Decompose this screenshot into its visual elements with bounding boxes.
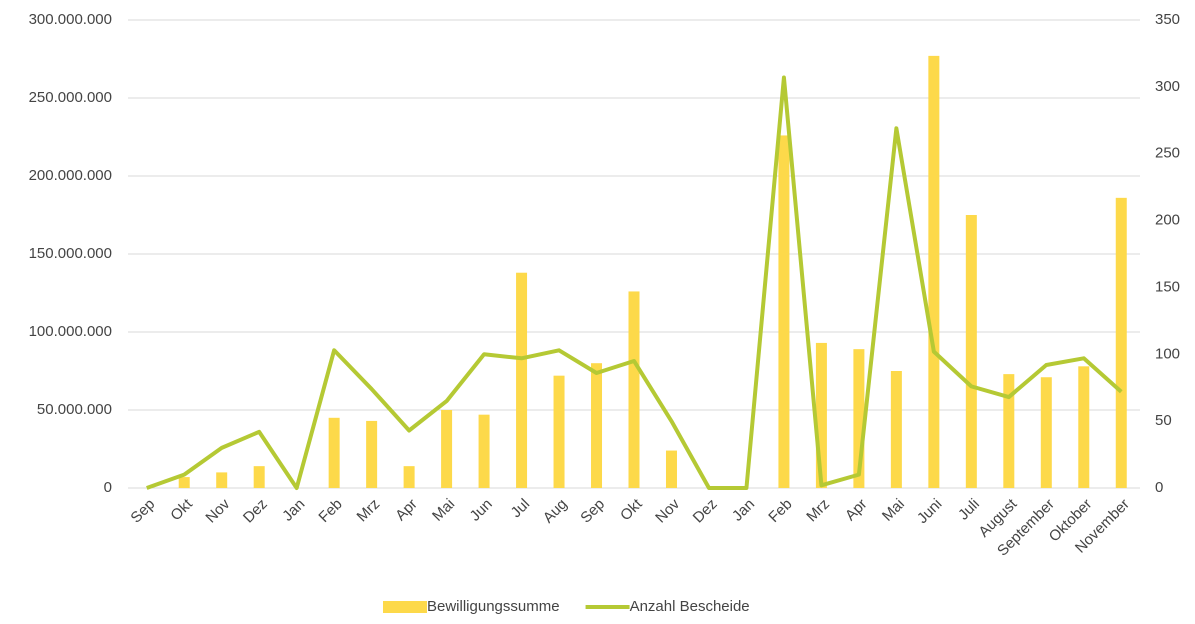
bar [553,375,565,488]
y2-tick-label: 300 [1155,78,1180,95]
y2-tick-label: 350 [1155,11,1180,28]
legend-swatch [383,601,427,613]
x-tick-label: Sep [127,496,158,527]
bar [216,472,228,488]
bar [178,477,190,488]
bar [478,414,490,488]
bar [328,417,340,488]
y-tick-label: 0 [104,479,112,496]
bar [778,135,790,488]
y-tick-label: 100.000.000 [29,323,112,340]
y2-tick-label: 0 [1155,479,1163,496]
bar [403,466,415,488]
y2-tick-label: 50 [1155,412,1172,429]
y-tick-label: 250.000.000 [29,89,112,106]
x-tick-label: Jan [279,496,308,525]
y2-tick-label: 150 [1155,278,1180,295]
x-tick-label: Juni [914,496,945,527]
y-tick-label: 50.000.000 [37,401,112,418]
bar [628,291,640,488]
x-tick-label: Jan [729,496,758,525]
y2-tick-label: 200 [1155,212,1180,229]
bar [853,349,865,488]
y-tick-label: 200.000.000 [29,167,112,184]
bar [1115,197,1127,488]
bar [665,450,677,488]
bar [1078,366,1090,488]
bar [591,363,603,488]
x-tick-label: Sep [577,496,608,527]
x-tick-label: Juli [955,496,983,524]
x-tick-label: Apr [392,496,421,525]
y-tick-label: 300.000.000 [29,11,112,28]
x-tick-label: Aug [540,496,571,527]
x-tick-label: Mrz [354,496,384,526]
bar [928,55,940,488]
x-tick-label: Feb [765,496,795,526]
x-tick-label: Mai [879,496,908,525]
x-tick-label: Jul [508,496,534,522]
bar [441,410,453,488]
x-tick-label: Mai [429,496,458,525]
x-tick-label: Feb [315,496,345,526]
x-tick-label: Nov [202,495,233,526]
y2-tick-label: 250 [1155,145,1180,162]
bar [815,342,827,488]
bar [1040,377,1052,488]
y-tick-label: 150.000.000 [29,245,112,262]
bar [1003,374,1015,488]
x-tick-label: Jun [467,496,496,525]
bar [890,371,902,488]
bar [965,215,977,488]
line [146,75,1123,490]
x-tick-label: Apr [842,496,871,525]
x-tick-label: Dez [690,496,721,527]
x-tick-label: Nov [652,495,683,526]
x-tick-label: Mrz [803,496,833,526]
bar [253,466,265,488]
bar [516,272,528,488]
x-tick-label: Okt [167,495,196,524]
x-tick-label: Okt [617,495,646,524]
x-tick-label: Dez [240,496,271,527]
bar [366,420,378,488]
legend-label: Bewilligungssumme [427,598,560,615]
legend-label: Anzahl Bescheide [630,598,750,615]
y2-tick-label: 100 [1155,345,1180,362]
